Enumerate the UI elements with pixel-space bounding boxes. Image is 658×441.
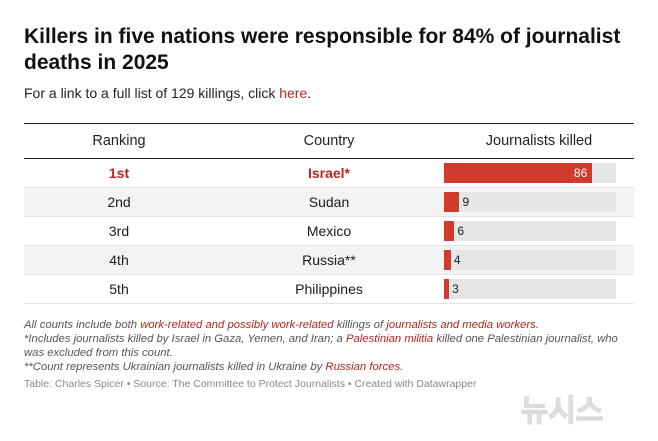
note-text: killings of	[333, 319, 387, 331]
journalists-media-workers-link[interactable]: journalists and media workers	[386, 319, 536, 331]
killed-value-label: 4	[453, 253, 461, 267]
note-line-1: All counts include both work-related and…	[24, 318, 639, 332]
rank-cell: 5th	[109, 281, 129, 297]
note-text: killed one Palestinian journalist, who w…	[24, 333, 618, 359]
rank-cell: 3rd	[108, 223, 130, 239]
killed-bar-cell: 3	[444, 275, 634, 303]
rank-cell: 2nd	[107, 194, 131, 210]
table-row: 2nd Sudan 9	[24, 188, 634, 217]
note-text: *Includes journalists killed by Israel i…	[24, 333, 346, 345]
country-cell: Philippines	[295, 281, 363, 297]
chart-title: Killers in five nations were responsible…	[24, 25, 621, 74]
country-cell: Mexico	[306, 223, 352, 239]
killed-value-label: 6	[457, 224, 464, 238]
bar-track: 86	[444, 163, 616, 183]
header-country: Country	[303, 133, 355, 149]
killed-bar-cell: 9	[444, 188, 634, 216]
note-text: **Count represents Ukrainian journalists…	[24, 361, 326, 373]
note-line-3: **Count represents Ukrainian journalists…	[24, 360, 639, 374]
header-journalists-killed: Journalists killed	[485, 133, 593, 149]
killed-bar	[444, 192, 460, 212]
killed-bar-cell: 4	[444, 246, 634, 274]
country-cell: Russia**	[302, 252, 356, 268]
killed-bar-cell: 86	[444, 159, 634, 187]
bar-track: 4	[444, 250, 616, 270]
table-row: 3rd Mexico 6	[24, 217, 634, 246]
killed-bar	[444, 250, 451, 270]
ranking-table: Ranking Country Journalists killed 1st Is…	[24, 123, 634, 304]
source-line: Table: Charles Spicer • Source: The Comm…	[24, 378, 477, 390]
bar-track: 3	[444, 279, 616, 299]
killed-value-label: 9	[462, 195, 470, 209]
killed-bar-cell: 6	[444, 217, 634, 245]
chart-subtitle: For a link to a full list of 129 killing…	[24, 85, 311, 101]
bar-track: 6	[444, 221, 616, 241]
watermark-text: 뉴시스	[521, 394, 604, 427]
killed-bar	[444, 163, 592, 183]
table-header: Ranking Country Journalists killed	[24, 123, 634, 159]
chart-notes: All counts include both work-related and…	[24, 318, 639, 374]
country-cell: Sudan	[308, 194, 350, 210]
header-ranking: Ranking	[92, 133, 146, 149]
table-row: 5th Philippines 3	[24, 275, 634, 304]
table-row: 4th Russia** 4	[24, 246, 634, 275]
bar-track: 9	[444, 192, 616, 212]
russian-forces-link[interactable]: Russian forces	[325, 361, 401, 373]
note-line-2: *Includes journalists killed by Israel i…	[24, 332, 639, 360]
rank-cell: 1st	[108, 165, 130, 181]
work-related-link[interactable]: work-related and possibly work-related	[140, 319, 334, 331]
killed-value-label: 3	[452, 282, 459, 296]
note-text: .	[400, 361, 404, 373]
killed-bar	[444, 279, 450, 299]
full-list-link[interactable]: here	[279, 85, 308, 101]
table-row: 1st Israel* 86	[24, 159, 634, 188]
country-cell: Israel*	[307, 165, 351, 181]
killed-value-label: 86	[573, 166, 588, 180]
killed-bar	[444, 221, 455, 241]
subtitle-suffix: .	[307, 85, 312, 101]
rank-cell: 4th	[109, 252, 129, 268]
subtitle-text: For a link to a full list of 129 killing…	[24, 85, 280, 101]
note-text: All counts include both	[24, 319, 141, 331]
palestinian-militia-link[interactable]: Palestinian militia	[345, 333, 434, 345]
note-text: .	[535, 319, 539, 331]
newsis-watermark: 뉴시스	[520, 393, 604, 427]
table-body: 1st Israel* 86 2nd Sudan 9 3rd Mexico 6 4th Russia…	[24, 159, 634, 304]
